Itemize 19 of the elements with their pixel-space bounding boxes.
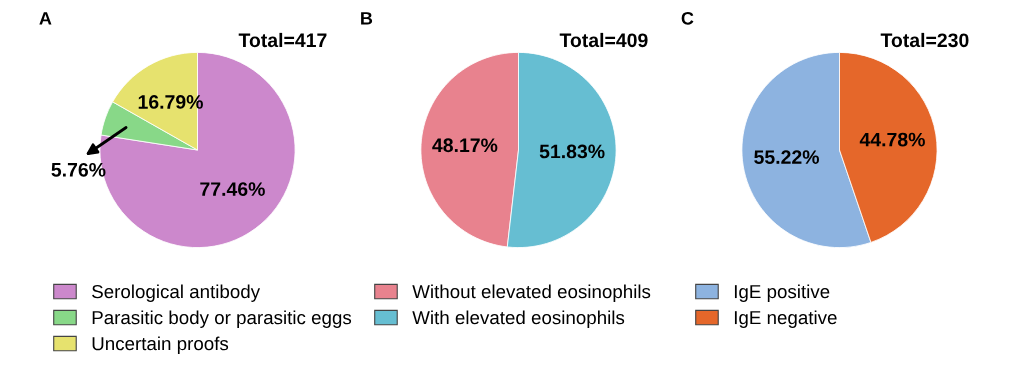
legend-label: Parasitic body or parasitic eggs	[92, 310, 352, 328]
chart-title: A	[39, 12, 52, 25]
data-label: 51.83%	[539, 144, 605, 159]
data-label: 48.17%	[432, 138, 498, 153]
data-label: 5.76%	[51, 162, 106, 177]
legend-label: Uncertain proofs	[92, 336, 229, 354]
data-label: 44.78%	[859, 132, 925, 147]
legend-label: Serological antibody	[92, 284, 261, 302]
data-label: 77.46%	[200, 182, 265, 196]
legend-label: Without elevated eosinophils	[412, 284, 651, 302]
data-label: 55.22%	[754, 150, 819, 164]
chart-title: C	[681, 11, 694, 25]
legend-label: IgE negative	[734, 310, 837, 328]
text: Total=230	[880, 32, 969, 48]
chart-title: B	[361, 12, 373, 25]
legend-label: With elevated eosinophils	[412, 310, 625, 328]
text: Total=409	[559, 32, 648, 48]
text: Total=417	[238, 32, 327, 48]
legend-label: IgE positive	[734, 284, 830, 302]
